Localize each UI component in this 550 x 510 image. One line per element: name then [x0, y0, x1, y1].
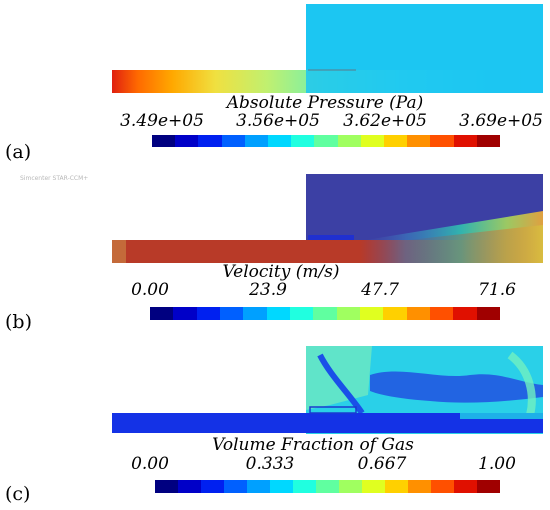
colorbar-swatch — [289, 307, 314, 320]
colorbar-swatch — [221, 135, 245, 147]
gas-fraction-contour-plot — [112, 346, 543, 434]
colorbar-swatch — [268, 135, 292, 147]
gas-fraction-field-panel: Volume Fraction of Gas 0.00 0.333 0.667 … — [0, 335, 550, 510]
colorbar-tick-label: 0.333 — [245, 454, 295, 474]
colorbar-swatch — [476, 135, 501, 147]
colorbar-swatch — [152, 135, 176, 147]
colorbar-title: Velocity (m/s) — [222, 262, 340, 282]
colorbar-tick-label: 47.7 — [361, 280, 399, 300]
panel-label: (a) — [5, 141, 32, 163]
velocity-field-panel: Simcenter STAR-CCM+ Velocity (m/s) 0.00 … — [0, 165, 550, 335]
colorbar-tick-label: 3.49e+05 — [120, 111, 204, 131]
colorbar-swatch — [247, 480, 270, 493]
colorbar-swatch — [155, 480, 178, 493]
colorbar-swatch — [453, 135, 477, 147]
colorbar-swatch — [430, 135, 454, 147]
pressure-field-panel: Absolute Pressure (Pa) 3.49e+05 3.56e+05… — [0, 0, 550, 165]
colorbar-swatch — [291, 135, 315, 147]
colorbar-swatch — [383, 307, 407, 320]
colorbar-swatch — [453, 307, 477, 320]
injector-block — [308, 235, 354, 240]
colorbar-swatch — [316, 480, 339, 493]
colorbar-title: Volume Fraction of Gas — [212, 435, 414, 455]
colorbar-swatch — [429, 307, 454, 320]
colorbar-swatch — [339, 480, 362, 493]
colorbar-swatch — [266, 307, 290, 320]
colorbar-tick-label: 0.667 — [357, 454, 407, 474]
colorbar-tick-label: 71.6 — [478, 280, 516, 300]
panel-label: (c) — [5, 483, 31, 505]
colorbar-swatch — [224, 480, 247, 493]
colorbar-swatch — [243, 307, 267, 320]
colorbar-tick-label: 23.9 — [249, 280, 287, 300]
colorbar-swatch — [476, 307, 500, 320]
colorbar-tick-label: 3.56e+05 — [236, 111, 320, 131]
colorbar-tick-label: 1.00 — [478, 454, 516, 474]
gas-fraction-colorbar — [155, 480, 500, 493]
colorbar-swatch — [360, 135, 385, 147]
colorbar-swatch — [385, 480, 408, 493]
colorbar-swatch — [406, 307, 430, 320]
colorbar-swatch — [337, 135, 361, 147]
colorbar-tick-label: 3.69e+05 — [459, 111, 543, 131]
colorbar-swatch — [336, 307, 360, 320]
colorbar-swatch — [477, 480, 500, 493]
colorbar-swatch — [384, 135, 408, 147]
colorbar-swatch — [173, 307, 197, 320]
colorbar-swatch — [313, 307, 337, 320]
colorbar-tick-label: 0.00 — [131, 454, 169, 474]
colorbar-swatch — [196, 307, 220, 320]
colorbar-title: Absolute Pressure (Pa) — [226, 93, 424, 113]
colorbar-swatch — [314, 135, 338, 147]
colorbar-tick-label: 3.62e+05 — [343, 111, 427, 131]
colorbar-swatch — [219, 307, 244, 320]
pressure-contour-plot — [112, 4, 543, 93]
colorbar-tick-label: 0.00 — [131, 280, 169, 300]
colorbar-swatch — [408, 480, 431, 493]
colorbar-swatch — [150, 307, 174, 320]
pressure-colorbar — [152, 135, 501, 147]
injector-block — [309, 406, 357, 414]
colorbar-swatch — [175, 135, 199, 147]
colorbar-swatch — [198, 135, 222, 147]
software-watermark: Simcenter STAR-CCM+ — [20, 175, 89, 182]
colorbar-swatch — [431, 480, 454, 493]
colorbar-swatch — [362, 480, 385, 493]
velocity-contour-plot — [112, 174, 543, 263]
colorbar-swatch — [270, 480, 293, 493]
colorbar-swatch — [359, 307, 384, 320]
colorbar-swatch — [178, 480, 201, 493]
colorbar-swatch — [201, 480, 224, 493]
colorbar-swatch — [293, 480, 316, 493]
colorbar-swatch — [454, 480, 477, 493]
panel-label: (b) — [5, 311, 32, 333]
pipe-region — [112, 413, 543, 433]
colorbar-swatch — [244, 135, 269, 147]
colorbar-swatch — [407, 135, 431, 147]
velocity-colorbar — [150, 307, 500, 320]
